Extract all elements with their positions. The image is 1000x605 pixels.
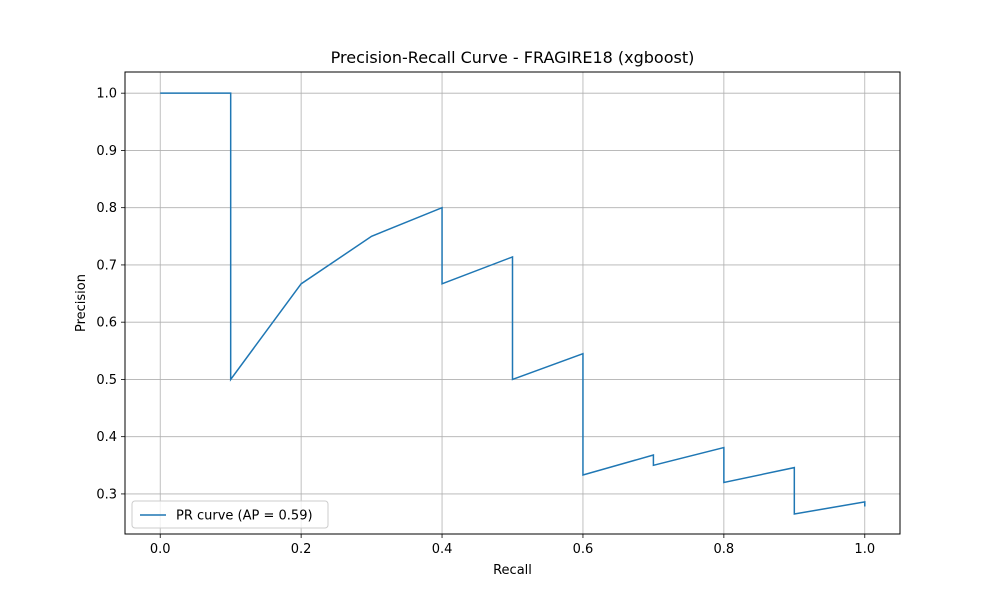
pr-curve-line (160, 92, 866, 515)
x-tick-label: 0.6 (573, 542, 594, 557)
y-tick-label: 0.8 (96, 201, 117, 216)
x-tick-label: 0.2 (291, 542, 312, 557)
series-layer (160, 92, 866, 515)
x-tick-label: 0.8 (714, 542, 735, 557)
y-tick-label: 0.4 (96, 430, 117, 445)
y-axis-label: Precision (74, 274, 89, 332)
y-tick-label: 0.9 (96, 144, 117, 159)
legend: PR curve (AP = 0.59) (131, 500, 329, 529)
x-tick-label: 1.0 (854, 542, 875, 557)
x-axis-label: Recall (493, 563, 532, 578)
legend-label: PR curve (AP = 0.59) (176, 509, 313, 524)
x-tick-label: 0.0 (150, 542, 171, 557)
axes-frame (124, 71, 901, 535)
y-tick-label: 1.0 (96, 87, 117, 102)
y-tick-label: 0.7 (96, 258, 117, 273)
chart-title: Precision-Recall Curve - FRAGIRE18 (xgbo… (331, 48, 695, 67)
legend-box (131, 500, 329, 529)
ticks: 0.0 0.2 0.4 0.6 0.8 1.0 0.3 0.4 0.5 0.6 0.7 0.8 0.9 1… (96, 87, 875, 557)
y-tick-label: 0.3 (96, 487, 117, 502)
y-tick-label: 0.6 (96, 316, 117, 331)
y-tick-label: 0.5 (96, 373, 117, 388)
x-tick-label: 0.4 (432, 542, 453, 557)
